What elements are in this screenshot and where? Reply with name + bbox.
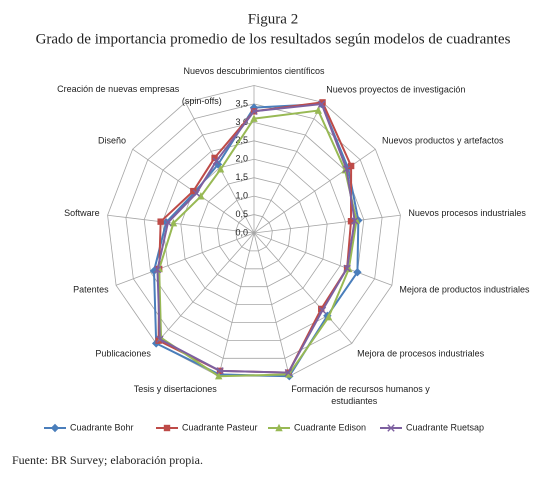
spoke <box>155 232 255 344</box>
legend-label: Cuadrante Bohr <box>70 422 134 432</box>
category-label: Mejora de procesos industriales <box>357 348 485 358</box>
chart-subtitle: Grado de importancia promedio de los res… <box>36 31 511 47</box>
legend-label: Cuadrante Ruetsap <box>406 422 484 432</box>
data-point <box>192 189 201 197</box>
r-tick-label: 3,5 <box>235 98 248 108</box>
data-point <box>350 217 359 225</box>
r-tick-label: 1,0 <box>235 191 248 201</box>
r-tick-label: 1,5 <box>235 172 248 182</box>
category-label: Software <box>64 208 100 218</box>
data-point <box>157 218 164 225</box>
data-point <box>347 162 355 170</box>
data-point <box>216 165 225 173</box>
chart-title: Figura 2 <box>248 11 298 27</box>
data-point <box>387 424 395 432</box>
category-label: Mejora de productos industriales <box>399 285 530 295</box>
spoke <box>115 232 255 286</box>
data-point <box>275 423 283 432</box>
data-point <box>284 368 293 377</box>
data-point <box>250 107 258 116</box>
data-point <box>153 265 162 274</box>
category-label: Formación de recursos humanos y estudian… <box>291 384 432 406</box>
r-tick-label: 3,0 <box>235 117 248 127</box>
data-point <box>216 367 224 375</box>
r-tick-label: 2,5 <box>235 135 248 145</box>
category-label: Diseño <box>98 136 126 146</box>
data-point <box>212 157 220 165</box>
category-label: Publicaciones <box>95 348 151 358</box>
spoke <box>253 102 323 234</box>
category-label: Creación de nuevas empresas (spin-offs) <box>57 84 222 106</box>
spoke <box>218 232 255 377</box>
data-point <box>169 219 178 227</box>
data-point <box>197 192 205 200</box>
data-point <box>250 114 258 122</box>
category-label: Patentes <box>73 285 109 295</box>
data-point <box>343 264 351 272</box>
data-point <box>318 306 327 314</box>
data-point <box>314 106 322 114</box>
data-point <box>213 160 223 169</box>
r-tick-label: 2,0 <box>235 154 248 164</box>
grid-ring <box>198 177 310 288</box>
data-point <box>215 372 223 380</box>
category-label: Nuevos proyectos de investigación <box>326 84 465 94</box>
r-tick-label: 0,5 <box>235 209 248 219</box>
source-note: Fuente: BR Survey; elaboración propia. <box>12 453 203 467</box>
spoke <box>253 232 393 286</box>
data-point <box>324 312 333 321</box>
series-line <box>156 102 356 374</box>
data-point <box>317 100 326 108</box>
spoke <box>253 214 401 234</box>
data-point <box>211 154 218 162</box>
data-point <box>164 218 172 227</box>
legend-label: Cuadrante Pasteur <box>182 422 258 432</box>
series-line <box>158 109 358 378</box>
category-label: Tesis y disertaciones <box>134 384 218 394</box>
category-label: Nuevos descubrimientos científicos <box>183 66 325 76</box>
data-point <box>342 165 351 173</box>
spoke <box>107 214 255 234</box>
series-line <box>153 102 360 378</box>
grid-ring <box>216 195 292 270</box>
data-point <box>347 218 355 225</box>
spoke <box>253 232 353 344</box>
data-point <box>353 268 362 277</box>
grid-ring <box>162 140 346 323</box>
data-point <box>50 423 60 433</box>
spoke <box>253 232 290 377</box>
grid-ring <box>125 103 383 359</box>
spoke <box>253 148 376 234</box>
r-tick-label: 0,0 <box>235 227 248 237</box>
legend-label: Cuadrante Edison <box>294 422 366 432</box>
category-label: Nuevos procesos industriales <box>408 208 526 218</box>
data-point <box>156 335 164 343</box>
grid-ring <box>235 214 273 252</box>
category-label: Nuevos productos y artefactos <box>382 136 504 146</box>
data-point <box>163 424 171 432</box>
